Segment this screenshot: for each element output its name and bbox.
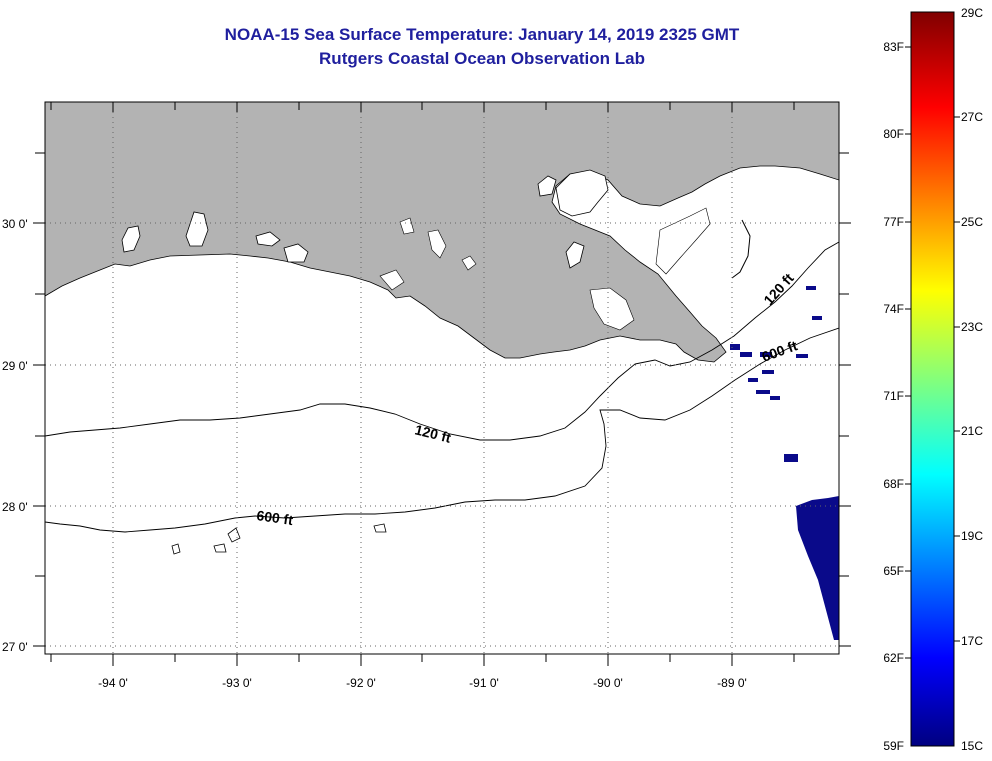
longitude-label: -94 0' xyxy=(98,676,128,690)
longitude-label: -91 0' xyxy=(469,676,499,690)
marsh-6 xyxy=(379,269,405,291)
longitude-label: -90 0' xyxy=(593,676,623,690)
colorbar-label-f: 68F xyxy=(883,477,904,491)
colorbar-label-f: 65F xyxy=(883,564,904,578)
sst-patch xyxy=(812,316,822,320)
colorbar-label-c: 17C xyxy=(961,634,983,648)
lake-3 xyxy=(283,243,309,263)
colorbar-label-c: 19C xyxy=(961,529,983,543)
colorbar-label-c: 15C xyxy=(961,739,983,753)
sst-patch xyxy=(740,352,752,357)
colorbar-label-f: 80F xyxy=(883,127,904,141)
longitude-label: -93 0' xyxy=(222,676,252,690)
marsh-5 xyxy=(589,287,635,331)
longitude-label: -92 0' xyxy=(346,676,376,690)
lake-2 xyxy=(185,211,209,247)
contour-600ft-islet xyxy=(227,527,241,543)
contour-120ft xyxy=(45,241,839,441)
contour-600ft-islet xyxy=(373,523,387,533)
sst-patch xyxy=(762,370,774,374)
sst-patch xyxy=(760,352,772,357)
marsh-3 xyxy=(461,255,477,271)
colorbar-label-c: 27C xyxy=(961,110,983,124)
marsh-2 xyxy=(399,217,415,235)
colorbar-label-f: 74F xyxy=(883,302,904,316)
colorbar-ticks xyxy=(905,46,960,659)
map-frame xyxy=(44,101,840,655)
contour-600ft-islet xyxy=(213,543,227,553)
sst-data xyxy=(730,286,839,640)
contour-600ft xyxy=(45,327,839,533)
marsh-4 xyxy=(655,207,711,275)
colorbar-label-f: 62F xyxy=(883,651,904,665)
colorbar-label-f: 83F xyxy=(883,40,904,54)
map-title: NOAA-15 Sea Surface Temperature: January… xyxy=(224,25,740,44)
land-mass xyxy=(45,102,839,363)
latitude-label: 29 0' xyxy=(2,359,28,373)
lake-pontchartrain xyxy=(555,169,609,217)
graticule xyxy=(45,102,839,654)
lake-6 xyxy=(255,231,281,247)
latitude-label: 30 0' xyxy=(2,217,28,231)
chandeleur-islands xyxy=(731,219,751,279)
sst-patch xyxy=(796,354,808,358)
sst-patch xyxy=(748,378,758,382)
colorbar-label-f: 77F xyxy=(883,215,904,229)
colorbar-label-c: 25C xyxy=(961,215,983,229)
colorbar-label-c: 23C xyxy=(961,320,983,334)
sst-patch xyxy=(770,396,780,400)
lake-5 xyxy=(565,241,585,269)
latitude-label: 28 0' xyxy=(2,500,28,514)
colorbar-label-f: 59F xyxy=(883,739,904,753)
map-subtitle: Rutgers Coastal Ocean Observation Lab xyxy=(319,49,645,68)
sst-patch xyxy=(756,390,770,394)
colorbar-label-c: 29C xyxy=(961,6,983,20)
colorbar-label-c: 21C xyxy=(961,424,983,438)
marsh-1 xyxy=(427,229,447,259)
lake-4 xyxy=(537,175,557,197)
sst-patch xyxy=(806,286,816,290)
sst-patch xyxy=(730,344,740,350)
axis-ticks xyxy=(33,102,851,666)
lake-calcasieu xyxy=(121,225,141,253)
longitude-label: -89 0' xyxy=(717,676,747,690)
sst-patch xyxy=(784,454,798,462)
sst-patch-large xyxy=(796,496,839,640)
contour-label: 600 ft xyxy=(256,507,295,528)
contour-600ft-islet xyxy=(171,543,181,555)
colorbar-label-f: 71F xyxy=(883,389,904,403)
latitude-label: 27 0' xyxy=(2,640,28,654)
colorbar xyxy=(910,11,955,747)
